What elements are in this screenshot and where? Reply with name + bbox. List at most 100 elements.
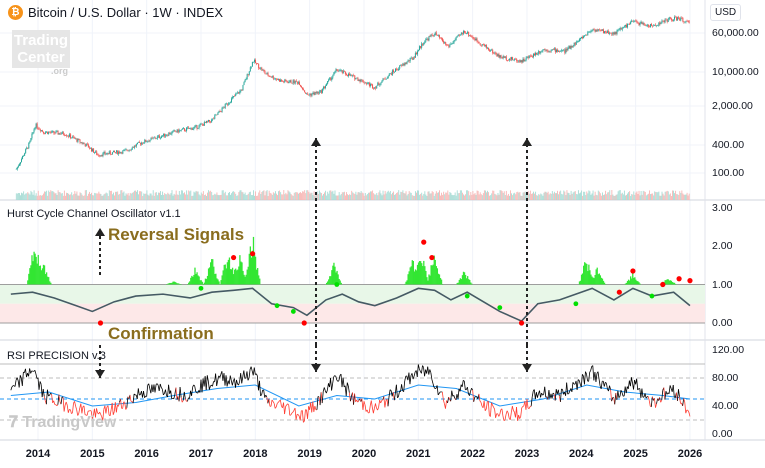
rsi-line-segment xyxy=(510,405,513,413)
candle-body xyxy=(223,107,225,109)
candle-body xyxy=(221,107,223,112)
volume-bar xyxy=(585,195,587,200)
candle-body xyxy=(389,73,391,75)
oscillator-bar xyxy=(416,264,419,285)
volume-bar xyxy=(276,193,277,200)
volume-bar xyxy=(407,193,409,200)
candle-body xyxy=(653,25,655,27)
oscillator-bar xyxy=(248,253,250,285)
volume-bar xyxy=(290,193,292,200)
volume-bar xyxy=(619,190,621,200)
candle-body xyxy=(685,20,687,22)
rsi-line-segment xyxy=(554,389,557,401)
volume-bar xyxy=(227,192,229,200)
candle-body xyxy=(194,125,196,128)
candle-body xyxy=(26,147,28,150)
oscillator-bar xyxy=(433,255,435,285)
volume-bar xyxy=(308,191,310,200)
volume-bar xyxy=(303,191,305,200)
volume-bar xyxy=(677,194,679,200)
candle-body xyxy=(478,42,480,44)
candle-body xyxy=(430,34,432,37)
volume-bar xyxy=(338,192,340,200)
candle-body xyxy=(484,45,486,46)
currency-label[interactable]: USD xyxy=(710,4,742,21)
candle-body xyxy=(441,38,443,39)
volume-bar xyxy=(390,194,392,200)
volume-bar xyxy=(387,190,389,200)
candle-body xyxy=(48,131,50,134)
volume-bar xyxy=(69,194,71,200)
rsi-line-segment xyxy=(370,400,373,408)
volume-bar xyxy=(165,194,167,200)
candle-body xyxy=(339,70,341,71)
rsi-line-segment xyxy=(274,406,277,409)
volume-bar xyxy=(537,195,539,200)
candle-body xyxy=(290,80,292,84)
volume-bar xyxy=(259,190,261,200)
volume-bar xyxy=(134,190,136,200)
candle-body xyxy=(561,50,563,51)
candle-body xyxy=(50,132,52,133)
volume-bar xyxy=(45,191,47,200)
rsi-line-segment xyxy=(568,390,571,394)
candle-body xyxy=(27,147,29,149)
candle-body xyxy=(522,58,524,63)
oscillator-bar xyxy=(29,268,31,285)
candle-body xyxy=(619,28,621,30)
volume-bar xyxy=(483,190,485,200)
candle-body xyxy=(560,50,562,52)
candle-body xyxy=(514,59,516,60)
candle-body xyxy=(325,85,327,88)
volume-bar xyxy=(269,192,271,200)
volume-bar xyxy=(634,194,636,200)
volume-bar xyxy=(498,194,500,200)
rsi-line-segment xyxy=(167,384,169,397)
rsi-line-segment xyxy=(235,379,237,388)
volume-bar xyxy=(637,194,639,200)
volume-bar xyxy=(559,191,561,200)
candle-body xyxy=(202,124,204,126)
rsi-line-segment xyxy=(71,412,73,414)
rsi-line-segment xyxy=(505,410,508,415)
oscillator-bar xyxy=(590,274,592,285)
rsi-line-segment xyxy=(76,409,79,416)
volume-bar xyxy=(191,195,193,200)
candle-body xyxy=(77,138,79,142)
volume-bar xyxy=(464,195,465,200)
candle-body xyxy=(419,46,421,51)
volume-bar xyxy=(188,190,190,200)
candle-body xyxy=(647,24,649,27)
symbol-title[interactable]: ₿ Bitcoin / U.S. Dollar · 1W · INDEX xyxy=(8,5,223,20)
candle-body xyxy=(550,49,552,52)
volume-bar xyxy=(538,194,540,200)
candle-body xyxy=(688,21,690,23)
rsi-line-segment xyxy=(229,375,232,381)
oscillator-bar xyxy=(414,269,417,285)
volume-bar xyxy=(293,192,295,200)
candle-body xyxy=(365,82,367,85)
volume-bar xyxy=(127,193,129,200)
volume-bar xyxy=(650,194,651,200)
oscillator-bar xyxy=(668,280,670,285)
volume-bar xyxy=(73,193,75,200)
oscillator-bar xyxy=(631,278,633,285)
rsi-line-segment xyxy=(158,383,161,391)
volume-bar xyxy=(654,191,656,200)
volume-bar xyxy=(480,194,482,200)
oscillator-bar xyxy=(336,270,338,285)
rsi-line-segment xyxy=(383,396,386,408)
rsi-line-segment xyxy=(331,383,334,391)
volume-bar xyxy=(141,191,143,200)
candle-body xyxy=(611,33,613,35)
volume-bar xyxy=(467,190,469,200)
volume-bar xyxy=(111,194,113,200)
volume-bar xyxy=(306,190,308,200)
candle-body xyxy=(164,133,166,137)
candle-body xyxy=(492,49,494,53)
candle-body xyxy=(318,91,320,94)
oscillator-bar xyxy=(205,278,208,285)
rsi-line-segment xyxy=(485,401,488,410)
